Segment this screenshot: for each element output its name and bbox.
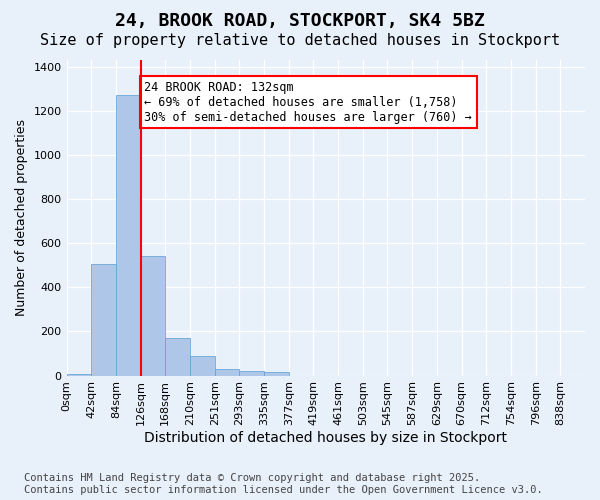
Bar — [116, 96, 140, 376]
Text: Size of property relative to detached houses in Stockport: Size of property relative to detached ho… — [40, 32, 560, 48]
Bar — [190, 356, 215, 376]
Bar — [91, 264, 116, 376]
Text: 24 BROOK ROAD: 132sqm
← 69% of detached houses are smaller (1,758)
30% of semi-d: 24 BROOK ROAD: 132sqm ← 69% of detached … — [145, 80, 472, 124]
Bar — [140, 256, 165, 376]
X-axis label: Distribution of detached houses by size in Stockport: Distribution of detached houses by size … — [144, 431, 507, 445]
Y-axis label: Number of detached properties: Number of detached properties — [15, 120, 28, 316]
Bar — [67, 374, 91, 376]
Bar — [215, 369, 239, 376]
Bar — [239, 371, 264, 376]
Bar — [165, 338, 190, 376]
Text: 24, BROOK ROAD, STOCKPORT, SK4 5BZ: 24, BROOK ROAD, STOCKPORT, SK4 5BZ — [115, 12, 485, 30]
Bar — [264, 372, 289, 376]
Text: Contains HM Land Registry data © Crown copyright and database right 2025.
Contai: Contains HM Land Registry data © Crown c… — [24, 474, 543, 495]
